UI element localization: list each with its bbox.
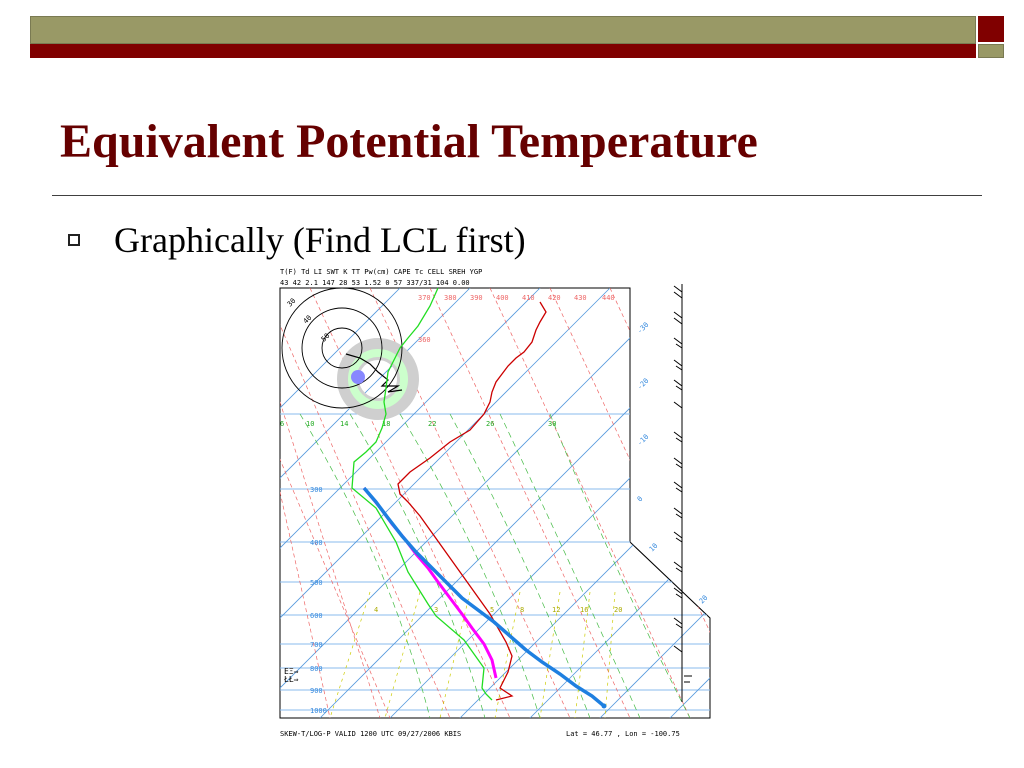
svg-text:5: 5 (490, 606, 494, 614)
svg-text:12: 12 (552, 606, 560, 614)
svg-text:26: 26 (486, 420, 494, 428)
theta-label-360: 360 (418, 336, 431, 344)
wind-barbs (673, 284, 692, 702)
hollow-square-bullet-icon (68, 234, 80, 246)
svg-text:4: 4 (374, 606, 378, 614)
svg-text:390: 390 (470, 294, 483, 302)
corner-square-olive (978, 44, 1004, 58)
svg-text:400: 400 (496, 294, 509, 302)
moist-adiabat-labels: 6 10 14 18 22 26 30 (280, 420, 556, 428)
hodograph-inset: 30 40 50 (281, 287, 419, 420)
svg-text:900: 900 (310, 687, 323, 695)
svg-text:18: 18 (382, 420, 390, 428)
title-divider (52, 195, 982, 196)
table-value-row: 43 42 2.1 147 28 53 1.52 0 57 337/31 104… (280, 279, 470, 287)
svg-text:30: 30 (548, 420, 556, 428)
svg-text:600: 600 (310, 612, 323, 620)
header-band-maroon (30, 44, 976, 58)
svg-text:800: 800 (310, 665, 323, 673)
svg-text:-30: -30 (636, 321, 651, 336)
header-band-olive (30, 16, 976, 44)
svg-text:-10: -10 (636, 433, 651, 448)
svg-text:500: 500 (310, 579, 323, 587)
temperature-trace (397, 301, 547, 701)
sounding-index-table: T(F) Td LI SWT K TT Pw(cm) CAPE Tc CELL … (280, 268, 482, 287)
hodograph-ring-label: 40 (302, 314, 314, 326)
svg-text:16: 16 (580, 606, 588, 614)
svg-text:8: 8 (520, 606, 524, 614)
storm-motion-marker (351, 370, 365, 384)
svg-text:440: 440 (602, 294, 615, 302)
theta-labels: 370 380 390 400 410 420 430 440 360 (418, 294, 615, 344)
svg-text:-20: -20 (636, 377, 651, 392)
slide-title: Equivalent Potential Temperature (60, 115, 758, 168)
isobars (280, 413, 710, 711)
hodograph-ring-label: 50 (320, 332, 332, 344)
moist-adiabats (299, 413, 691, 718)
svg-text:380: 380 (444, 294, 457, 302)
plot-frame (279, 287, 711, 719)
svg-text:430: 430 (574, 294, 587, 302)
svg-text:EΞ⇒: EΞ⇒ (284, 667, 299, 676)
footer-left: SKEW-T/LOG-P VALID 1200 UTC 09/27/2006 K… (280, 730, 461, 738)
mixing-ratio-lines (329, 591, 616, 718)
hodograph-trace (345, 353, 403, 393)
surface-theta-e-point (601, 703, 607, 709)
pressure-labels: 300 400 500 600 700 800 900 1000 (310, 486, 327, 715)
skew-t-diagram: T(F) Td LI SWT K TT Pw(cm) CAPE Tc CELL … (270, 262, 740, 744)
chart-footer: SKEW-T/LOG-P VALID 1200 UTC 09/27/2006 K… (280, 730, 680, 738)
svg-text:20: 20 (698, 594, 710, 606)
svg-text:700: 700 (310, 641, 323, 649)
theta-e-trace (362, 486, 606, 708)
hodograph-ring-label: 30 (286, 297, 298, 309)
surface-legend-glyphs: EΞ⇒ ŁŁ⇒ (283, 667, 299, 684)
svg-text:22: 22 (428, 420, 436, 428)
svg-text:10: 10 (306, 420, 314, 428)
svg-text:400: 400 (310, 539, 323, 547)
svg-text:20: 20 (614, 606, 622, 614)
corner-square-maroon (978, 16, 1004, 42)
svg-text:370: 370 (418, 294, 431, 302)
svg-text:410: 410 (522, 294, 535, 302)
svg-text:10: 10 (648, 542, 660, 554)
svg-text:420: 420 (548, 294, 561, 302)
bullet-text: Graphically (Find LCL first) (114, 220, 526, 260)
svg-text:1000: 1000 (310, 707, 327, 715)
svg-text:3: 3 (434, 606, 438, 614)
svg-text:300: 300 (310, 486, 323, 494)
table-header-row: T(F) Td LI SWT K TT Pw(cm) CAPE Tc CELL … (280, 268, 482, 276)
svg-text:14: 14 (340, 420, 348, 428)
svg-text:ŁŁ⇒: ŁŁ⇒ (283, 675, 299, 684)
dewpoint-trace (351, 287, 493, 701)
svg-text:6: 6 (280, 420, 284, 428)
svg-text:0: 0 (636, 495, 645, 504)
mixing-ratio-labels: 4 3 5 8 12 16 20 (374, 606, 622, 614)
footer-right: Lat = 46.77 , Lon = -100.75 (566, 730, 680, 738)
